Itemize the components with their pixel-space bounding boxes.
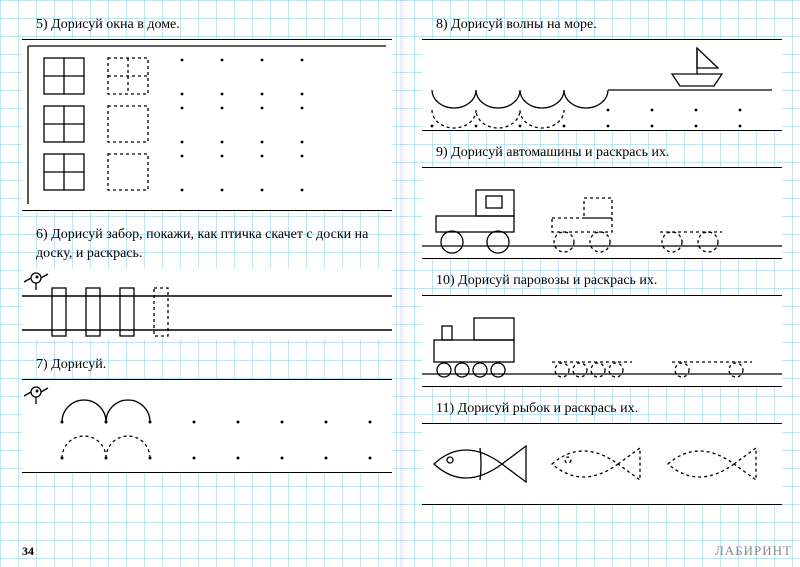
task-7-drawing <box>22 380 392 472</box>
boat-icon <box>672 48 722 86</box>
task-8-label: 8) Дорисуй волны на море. <box>436 16 782 35</box>
left-column: 5) Дорисуй окна в доме. <box>22 0 392 567</box>
task-7-label: 7) Дорисуй. <box>36 356 392 375</box>
task-11: 11) Дорисуй рыбок и раскрась их. <box>422 400 782 505</box>
task-5-drawing <box>22 40 392 210</box>
task-5: 5) Дорисуй окна в доме. <box>22 16 392 211</box>
truck-icon <box>552 198 612 252</box>
truck-icon <box>436 190 514 253</box>
task-8: 8) Дорисуй волны на море. <box>422 16 782 131</box>
fish-icon <box>434 446 526 482</box>
bird-icon <box>24 273 48 290</box>
task-8-drawing <box>422 40 782 130</box>
page-number: 34 <box>22 544 34 559</box>
task-7: 7) Дорисуй. <box>22 356 392 473</box>
task-7-panel <box>22 379 392 473</box>
task-5-label: 5) Дорисуй окна в доме. <box>36 16 392 35</box>
page-gutter <box>400 0 406 567</box>
locomotive-icon <box>434 318 514 377</box>
task-5-panel <box>22 39 392 211</box>
task-9: 9) Дорисуй автомашины и раскрась их. <box>422 144 782 259</box>
bird-icon <box>24 387 48 404</box>
task-10: 10) Дорисуй паровозы и раскрась их. <box>422 272 782 387</box>
fish-icon <box>552 448 640 480</box>
worksheet-page: 5) Дорисуй окна в доме. <box>0 0 800 567</box>
task-10-panel <box>422 295 782 387</box>
task-10-drawing <box>422 296 782 386</box>
fish-icon <box>668 448 756 480</box>
task-11-label: 11) Дорисуй рыбок и раскрась их. <box>436 400 782 419</box>
task-8-panel <box>422 39 782 131</box>
task-11-drawing <box>422 424 782 504</box>
task-9-drawing <box>422 168 782 258</box>
task-6: 6) Дорисуй забор, покажи, как птичка ска… <box>22 226 392 340</box>
task-9-label: 9) Дорисуй автомашины и раскрась их. <box>436 144 782 163</box>
task-9-panel <box>422 167 782 259</box>
watermark: ЛАБИРИНТ <box>715 543 792 559</box>
task-6-drawing <box>22 268 392 340</box>
right-column: 8) Дорисуй волны на море. <box>422 0 782 567</box>
task-11-panel <box>422 423 782 505</box>
task-6-label: 6) Дорисуй забор, покажи, как птичка ска… <box>36 226 392 264</box>
task-10-label: 10) Дорисуй паровозы и раскрась их. <box>436 272 782 291</box>
task-6-panel <box>22 268 392 340</box>
